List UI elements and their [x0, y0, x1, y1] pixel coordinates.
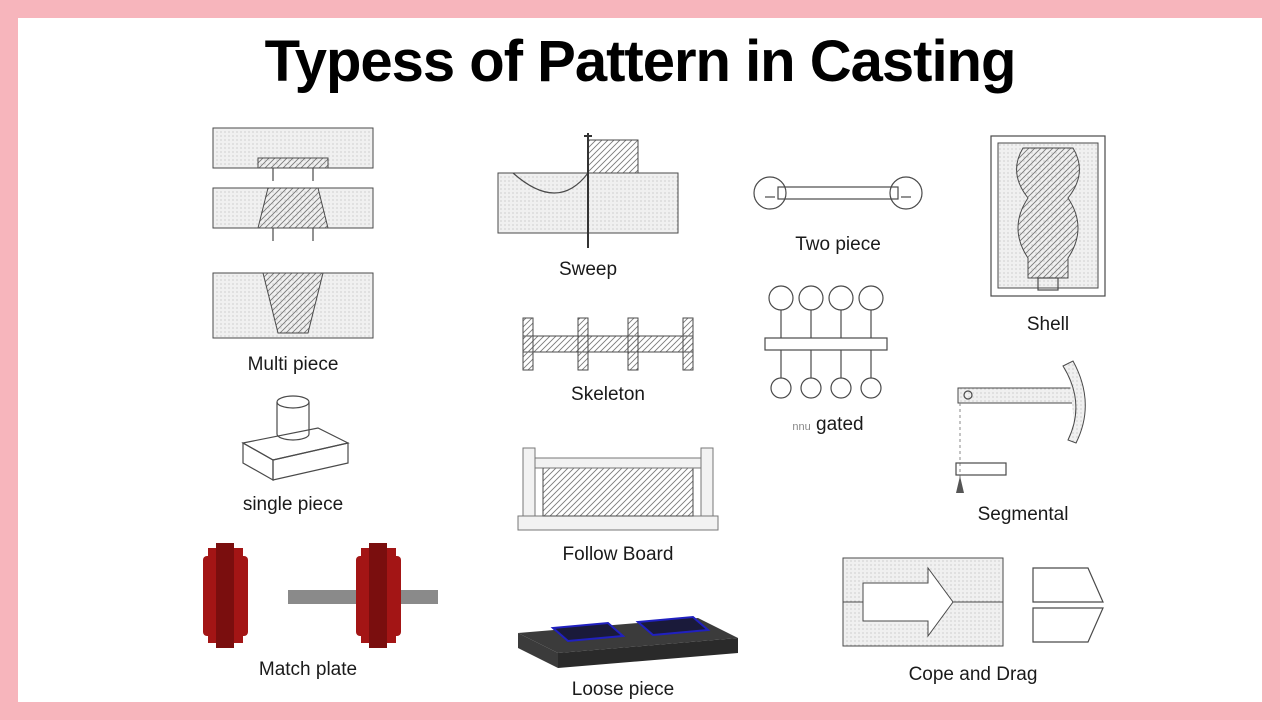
diagram-two-piece: Two piece: [738, 173, 938, 256]
label-shell: Shell: [968, 314, 1128, 336]
diagram-sweep: Sweep: [478, 128, 698, 281]
diagram-shell: Shell: [968, 128, 1128, 336]
label-skeleton: Skeleton: [498, 384, 718, 406]
diagram-gated: nnu gated: [738, 283, 918, 436]
diagram-segmental: Segmental: [938, 348, 1108, 526]
diagram-follow-board: Follow Board: [493, 438, 743, 566]
diagram-loose-piece: Loose piece: [488, 598, 758, 701]
label-two-piece: Two piece: [738, 234, 938, 256]
label-gated: nnu gated: [738, 414, 918, 436]
label-sweep: Sweep: [478, 259, 698, 281]
diagram-multi-piece: Multi piece: [183, 123, 403, 376]
label-follow-board: Follow Board: [493, 544, 743, 566]
label-loose-piece: Loose piece: [488, 679, 758, 701]
diagram-single-piece: single piece: [193, 388, 393, 516]
label-segmental: Segmental: [938, 504, 1108, 526]
diagram-match-plate: Match plate: [163, 538, 453, 681]
label-match-plate: Match plate: [163, 659, 453, 681]
label-multi-piece: Multi piece: [183, 354, 403, 376]
label-cope-drag: Cope and Drag: [828, 664, 1118, 686]
page-title: Typess of Pattern in Casting: [18, 28, 1262, 95]
diagram-skeleton: Skeleton: [498, 308, 718, 406]
label-single-piece: single piece: [193, 494, 393, 516]
diagram-cope-drag: Cope and Drag: [828, 548, 1118, 686]
